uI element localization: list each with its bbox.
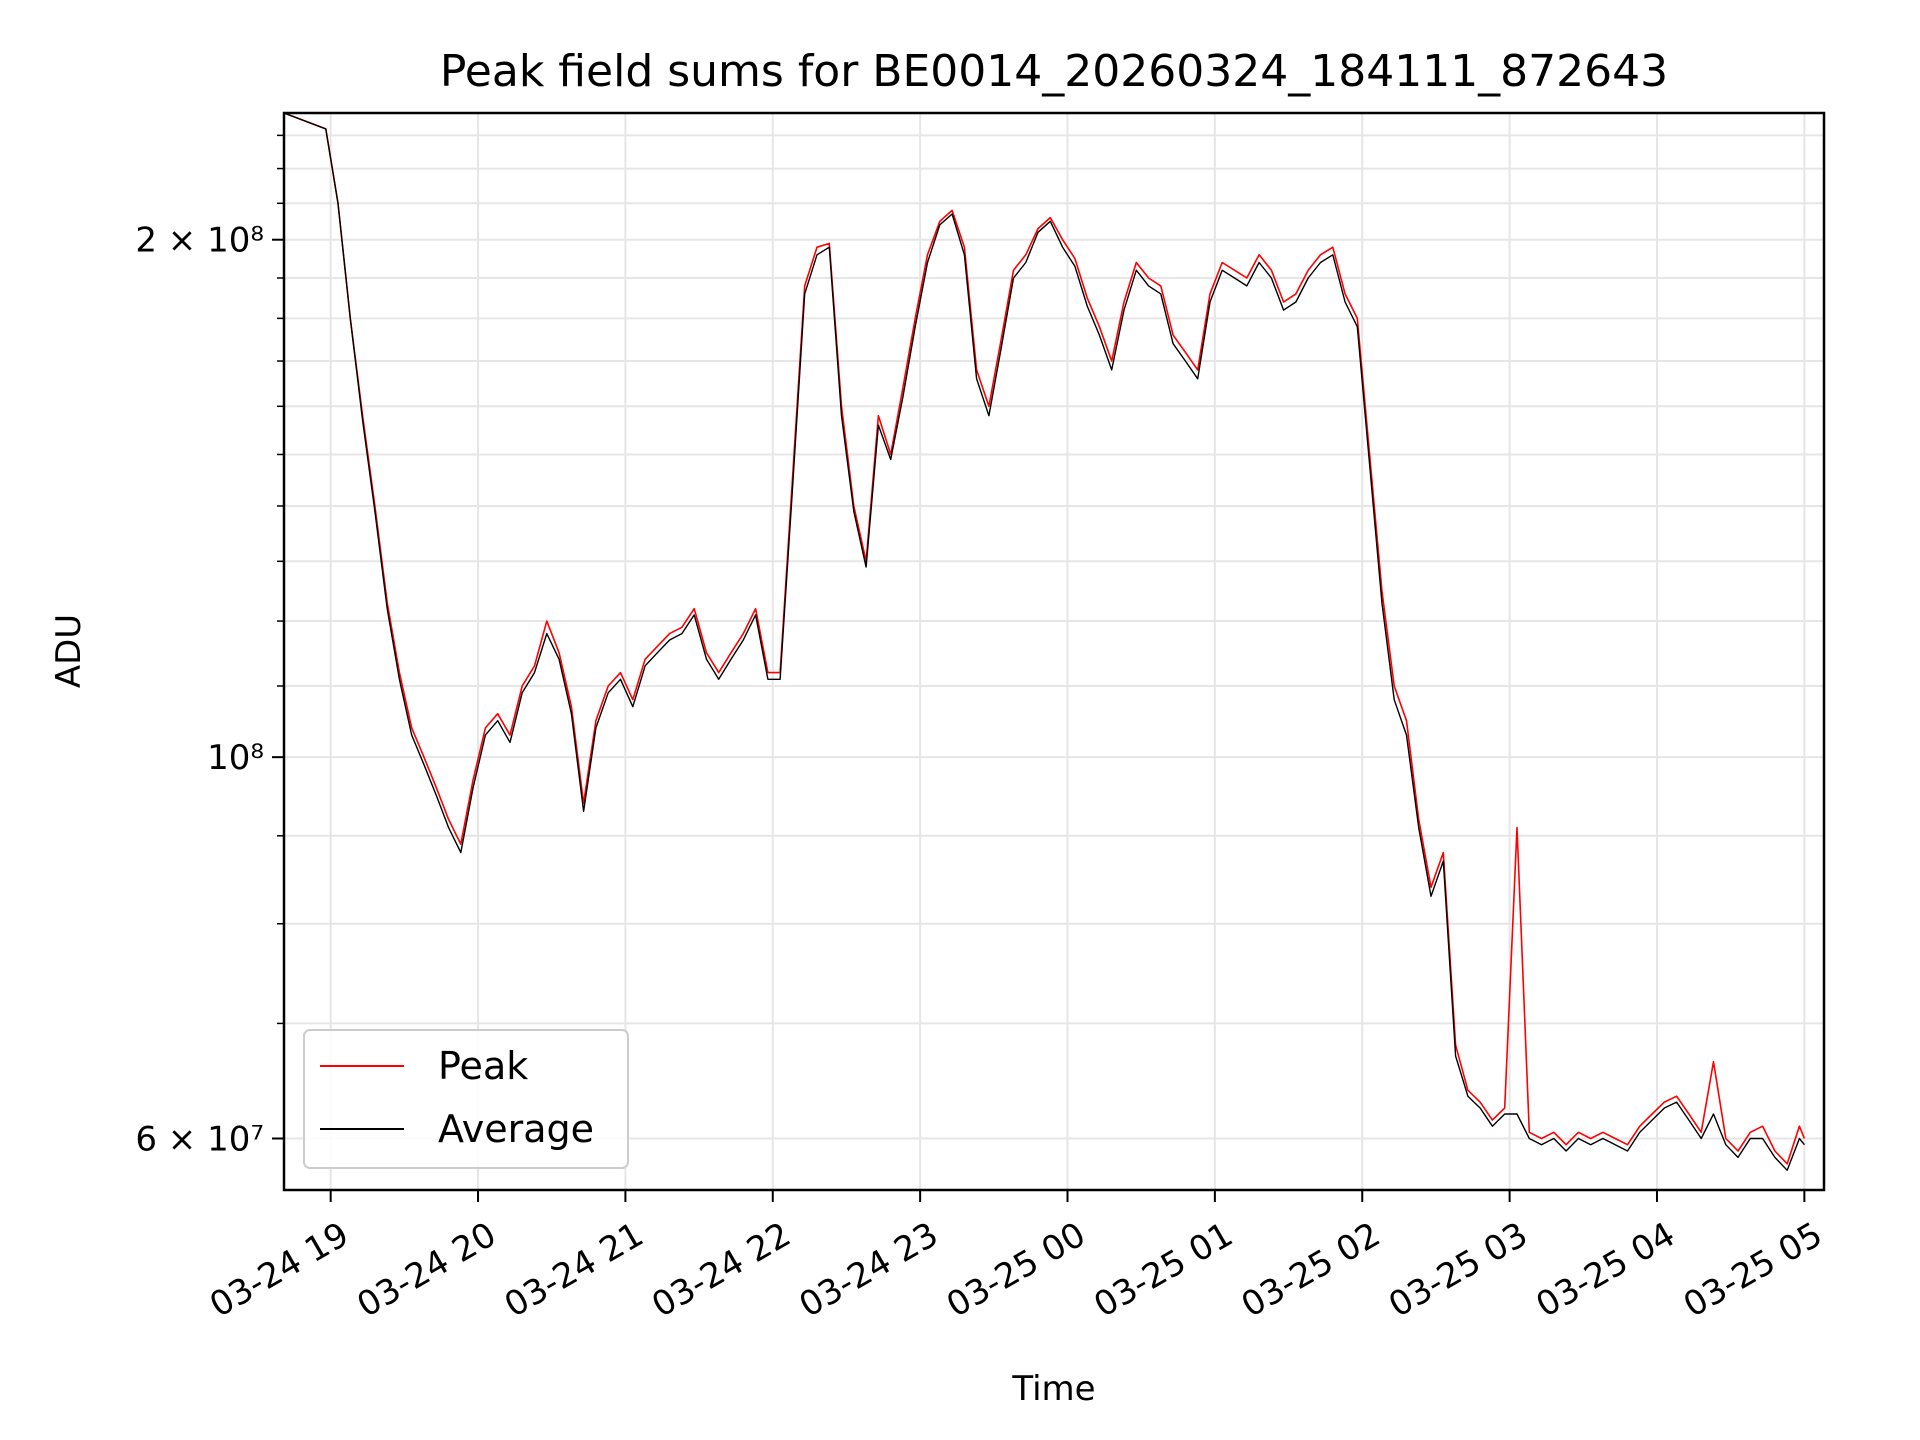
plot-frame [282,111,1826,1192]
legend-box [303,1029,629,1169]
legend-label-peak: Peak [438,1044,528,1088]
series-line-peak [283,112,1806,1165]
grid [284,113,1824,1190]
legend: Peak Average [303,1029,629,1169]
y-tick-label: 6 × 10⁷ [135,1119,264,1159]
legend-label-average: Average [438,1107,594,1151]
y-tick-label: 2 × 10⁸ [135,221,264,261]
x-axis-title: Time [1011,1369,1095,1409]
series-layer [283,112,1806,1172]
series-line-average [283,112,1805,1172]
y-axis-title: ADU [49,614,89,688]
y-tick-label: 10⁸ [207,738,264,778]
chart-title: Peak field sums for BE0014_20260324_1841… [440,46,1668,97]
